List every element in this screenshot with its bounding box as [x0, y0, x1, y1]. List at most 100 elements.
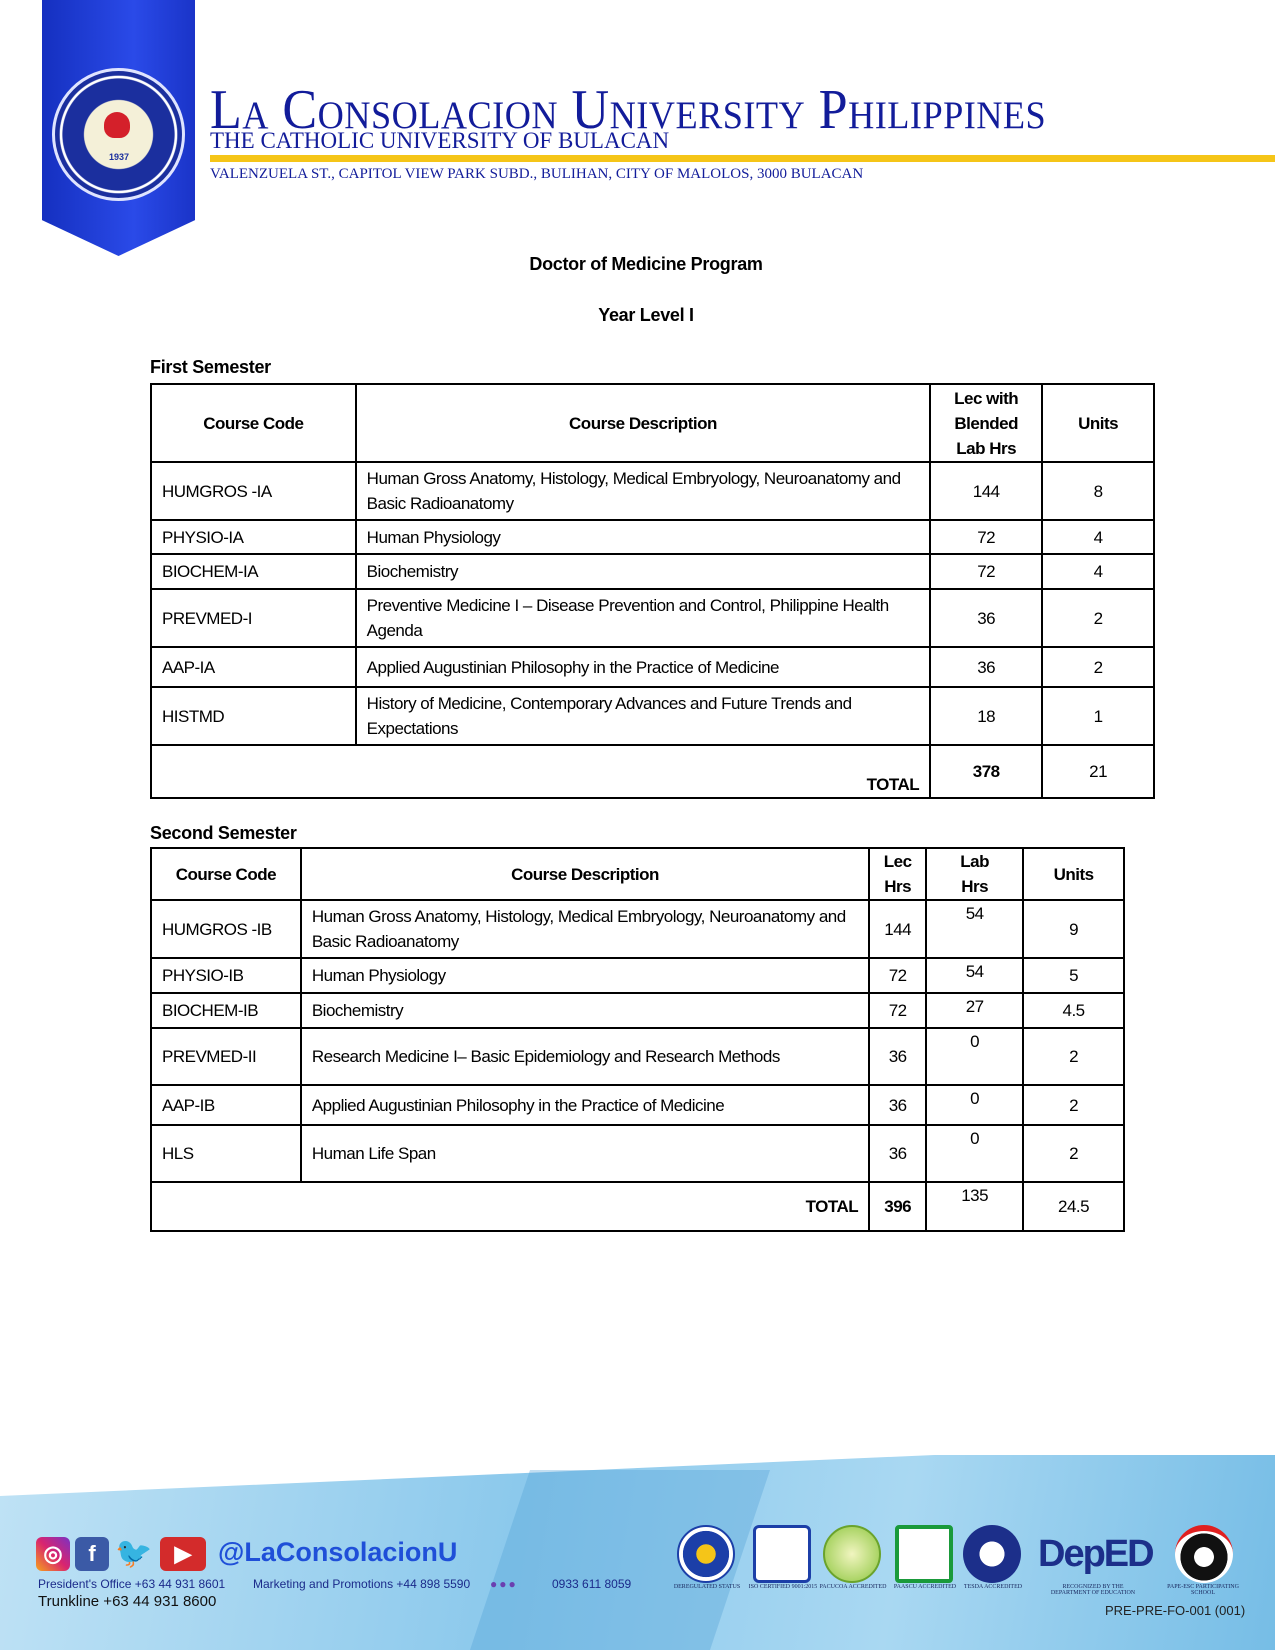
course-code: HLS	[150, 1124, 302, 1183]
course-description: Human Gross Anatomy, Histology, Medical …	[354, 461, 932, 521]
units: 5	[1022, 957, 1125, 994]
total-units: 21	[1041, 744, 1155, 799]
table-row: BIOCHEM-IA Biochemistry 72 4	[150, 553, 1155, 590]
university-address: VALENZUELA ST., CAPITOL VIEW PARK SUBD.,…	[210, 166, 864, 182]
lab-hours: 54	[925, 899, 1025, 959]
ched-seal-icon	[677, 1525, 735, 1583]
total-hours: 378	[929, 744, 1044, 799]
units: 1	[1041, 686, 1155, 746]
course-description: Research Medicine I– Basic Epidemiology …	[299, 1027, 871, 1086]
course-description: Biochemistry	[354, 553, 932, 590]
header-course-description: Course Description	[299, 847, 871, 901]
hours: 18	[929, 686, 1044, 746]
course-code: BIOCHEM-IA	[150, 553, 357, 590]
first-semester-title: First Semester	[150, 357, 271, 377]
marketing-phone: Marketing and Promotions +44 898 5590	[253, 1577, 471, 1591]
tesda-gear-icon	[963, 1525, 1021, 1583]
lec-hours: 144	[868, 899, 928, 959]
course-code: AAP-IB	[150, 1084, 302, 1126]
seal-year: 1937	[108, 152, 130, 162]
course-code: PREVMED-II	[150, 1027, 302, 1086]
total-label: TOTAL	[149, 744, 932, 799]
table-row: PREVMED-I Preventive Medicine I – Disease…	[150, 588, 1155, 648]
deped-logo: DepED	[1038, 1533, 1155, 1576]
course-code: PHYSIO-IB	[150, 957, 302, 994]
units: 8	[1041, 461, 1155, 521]
lab-hours: 54	[925, 957, 1025, 994]
youtube-icon[interactable]: ▶	[160, 1537, 206, 1571]
units: 4	[1041, 553, 1155, 590]
units: 2	[1022, 1124, 1125, 1183]
table-row: HUMGROS -IB Human Gross Anatomy, Histolog…	[150, 899, 1125, 959]
course-description: Applied Augustinian Philosophy in the Pr…	[354, 646, 932, 688]
course-code: BIOCHEM-IB	[150, 992, 302, 1029]
accreditation-label: PAASCU ACCREDITED	[893, 1584, 957, 1590]
header-course-code: Course Code	[150, 847, 302, 901]
seal-heart-icon	[104, 112, 130, 138]
lab-hours: 0	[925, 1084, 1025, 1126]
units: 2	[1041, 646, 1155, 688]
units: 2	[1041, 588, 1155, 648]
lab-hours: 27	[925, 992, 1025, 1029]
hours: 72	[929, 553, 1044, 590]
table-row: AAP-IA Applied Augustinian Philosophy in …	[150, 646, 1155, 688]
table-row: PREVMED-II Research Medicine I– Basic Epi…	[150, 1027, 1125, 1086]
header-lec-hrs: Lec Hrs	[868, 847, 928, 901]
course-code: PHYSIO-IA	[150, 519, 357, 555]
header-units: Units	[1022, 847, 1125, 901]
table-row: HLS Human Life Span 36 0 2	[150, 1124, 1125, 1183]
total-row: TOTAL 378 21	[149, 744, 1155, 799]
messaging-apps-icon: ●●●	[490, 1577, 518, 1591]
table-row: AAP-IB Applied Augustinian Philosophy in …	[150, 1084, 1125, 1126]
mobile-number: 0933 611 8059	[552, 1577, 632, 1591]
second-semester-title: Second Semester	[150, 823, 297, 843]
units: 4	[1041, 519, 1155, 555]
twitter-icon[interactable]: 🐦	[115, 1537, 153, 1570]
trunkline: Trunkline +63 44 931 8600	[38, 1593, 217, 1610]
course-code: HUMGROS -IA	[150, 461, 357, 521]
hours: 144	[929, 461, 1044, 521]
program-title: Doctor of Medicine Program	[529, 254, 763, 274]
table-header-row: Course Code Course Description Lec with …	[150, 383, 1155, 463]
header-lab-hrs: Lab Hrs	[925, 847, 1025, 901]
total-units: 24.5	[1022, 1181, 1125, 1232]
second-semester-table: Course Code Course Description Lec Hrs L…	[149, 847, 1125, 1232]
course-description: Human Physiology	[354, 519, 932, 555]
lec-hours: 36	[868, 1027, 928, 1086]
units: 2	[1022, 1027, 1125, 1086]
header-lec-hrs: Lec with Blended Lab Hrs	[929, 383, 1044, 463]
total-label: TOTAL	[149, 1181, 871, 1232]
course-description: Human Gross Anatomy, Histology, Medical …	[299, 899, 871, 959]
lec-hours: 36	[868, 1124, 928, 1183]
pape-esc-icon	[1175, 1525, 1233, 1583]
units: 9	[1022, 899, 1125, 959]
course-description: Human Physiology	[299, 957, 871, 994]
table-row: HISTMD History of Medicine, Contemporary …	[150, 686, 1155, 746]
pacucoa-seal-icon	[823, 1525, 881, 1583]
course-description: Biochemistry	[299, 992, 871, 1029]
table-row: HUMGROS -IA Human Gross Anatomy, Histolog…	[150, 461, 1155, 521]
header-course-description: Course Description	[354, 383, 932, 463]
facebook-icon[interactable]: f	[75, 1537, 109, 1571]
university-name: La Consolacion University Philippines	[210, 79, 1047, 141]
accreditation-label: ISO CERTIFIED 9001:2015	[748, 1584, 818, 1590]
accreditation-label: DEREGULATED STATUS	[673, 1584, 741, 1590]
instagram-icon[interactable]: ◎	[36, 1537, 70, 1571]
total-row: TOTAL 396 135 24.5	[149, 1181, 1125, 1232]
first-semester-table: Course Code Course Description Lec with …	[149, 383, 1155, 799]
table-row: PHYSIO-IA Human Physiology 72 4	[150, 519, 1155, 555]
accreditation-label: PAPE-ESC PARTICIPATING SCHOOL	[1167, 1584, 1239, 1596]
course-code: AAP-IA	[150, 646, 357, 688]
total-lab-hours: 135	[925, 1181, 1025, 1232]
university-subtitle: THE CATHOLIC UNIVERSITY OF BULACAN	[210, 128, 670, 153]
header-units: Units	[1041, 383, 1155, 463]
form-code: PRE-PRE-FO-001 (001)	[1105, 1603, 1246, 1618]
course-description: History of Medicine, Contemporary Advanc…	[354, 686, 932, 746]
lab-hours: 0	[925, 1027, 1025, 1086]
course-code: PREVMED-I	[150, 588, 357, 648]
hours: 36	[929, 646, 1044, 688]
footer-background	[0, 1455, 1275, 1650]
table-row: BIOCHEM-IB Biochemistry 72 27 4.5	[150, 992, 1125, 1029]
accreditation-label: RECOGNIZED BY THE DEPARTMENT OF EDUCATIO…	[1050, 1584, 1136, 1596]
year-level: Year Level I	[598, 305, 694, 325]
